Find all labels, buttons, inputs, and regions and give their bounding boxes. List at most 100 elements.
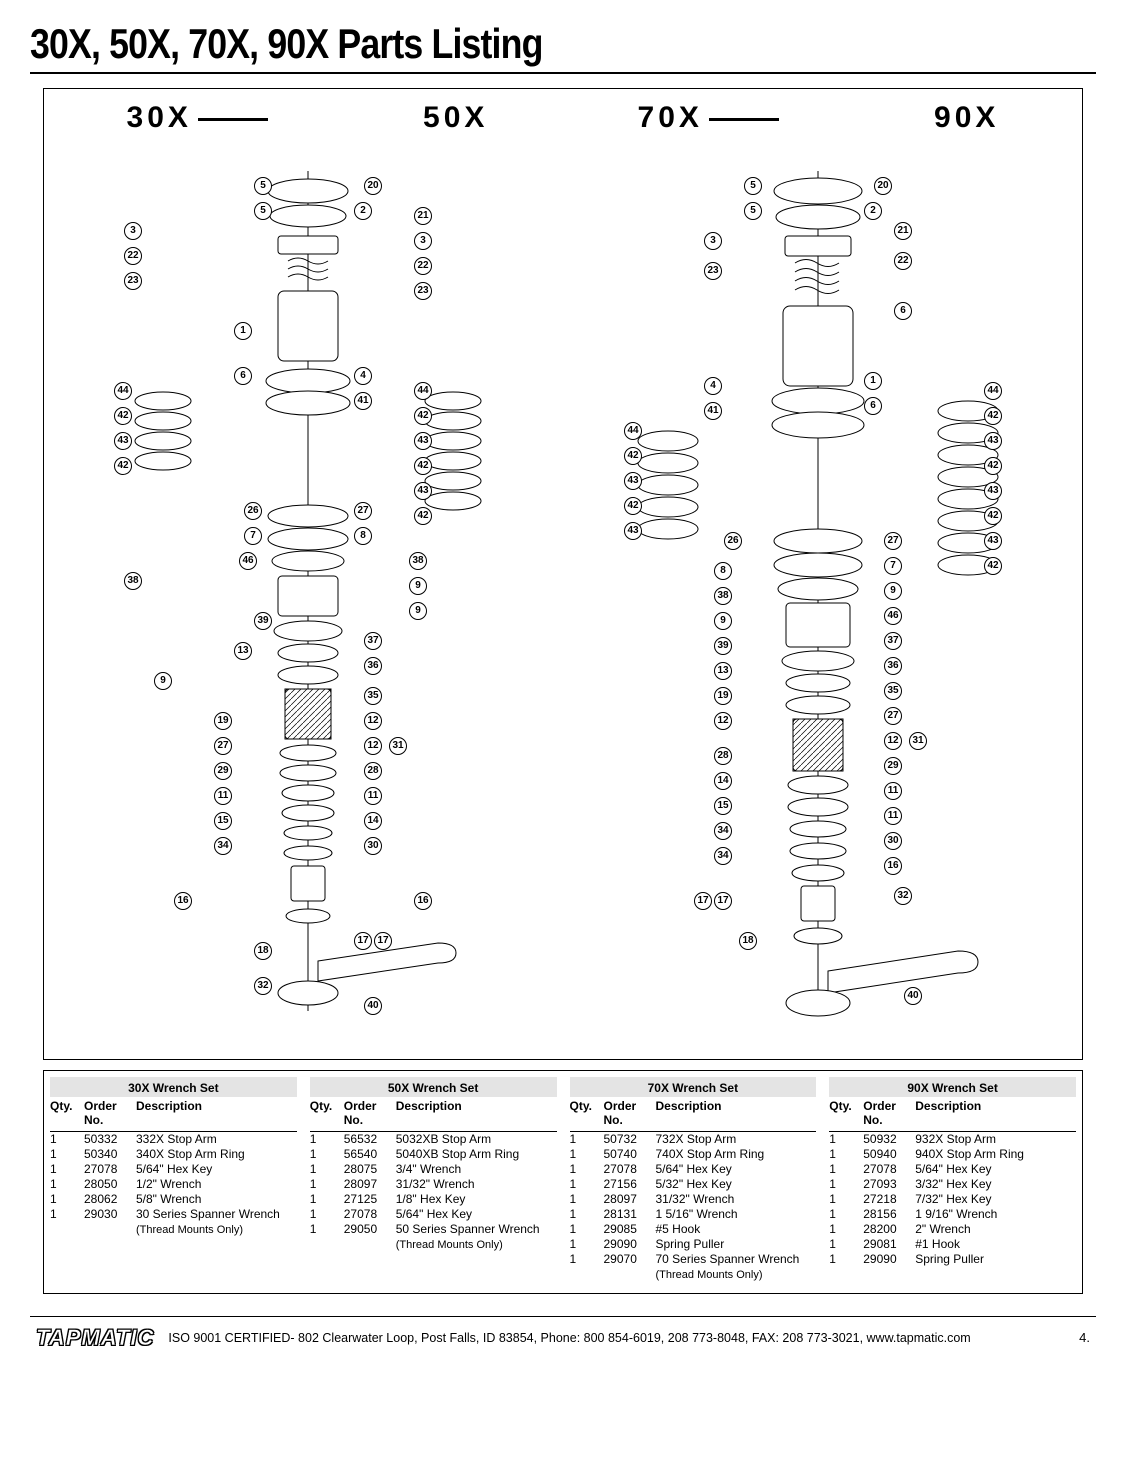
callout-bubble: 6 (234, 367, 252, 385)
cell-desc: 2" Wrench (915, 1222, 1076, 1237)
table-row: 150940940X Stop Arm Ring (829, 1147, 1076, 1162)
cell-desc: 1 5/16" Wrench (656, 1207, 817, 1222)
cell-order: 28097 (604, 1192, 656, 1207)
callout-bubble: 3 (124, 222, 142, 240)
callout-bubble: 13 (234, 642, 252, 660)
cell-qty: 1 (310, 1192, 344, 1207)
callout-bubble: 7 (884, 557, 902, 575)
wrench-set-tables: 30X Wrench SetQty.Order No.Description15… (43, 1070, 1083, 1294)
cell-qty: 1 (310, 1147, 344, 1162)
cell-desc: 31/32" Wrench (396, 1177, 557, 1192)
callout-bubble: 42 (984, 507, 1002, 525)
callout-bubble: 14 (714, 772, 732, 790)
wrench-set-title: 90X Wrench Set (829, 1081, 1076, 1097)
cell-desc: 1 9/16" Wrench (915, 1207, 1076, 1222)
footer-text: ISO 9001 CERTIFIED- 802 Clearwater Loop,… (168, 1331, 970, 1345)
callout-bubble: 22 (894, 252, 912, 270)
col-order: Order No. (604, 1099, 656, 1127)
col-order: Order No. (863, 1099, 915, 1127)
cell-qty: 1 (570, 1222, 604, 1237)
table-row: 150332332X Stop Arm (50, 1132, 297, 1147)
model-50x: 50X (423, 101, 488, 135)
table-row: 1272187/32" Hex Key (829, 1192, 1076, 1207)
cell-qty: 1 (310, 1162, 344, 1177)
callout-bubble: 27 (214, 737, 232, 755)
model-30x: 30X (127, 101, 274, 135)
callout-bubble: 17 (694, 892, 712, 910)
cell-desc: 5/32" Hex Key (656, 1177, 817, 1192)
cell-qty: 1 (829, 1237, 863, 1252)
wrench-set-column: 90X Wrench SetQty.Order No.Description 15… (822, 1071, 1082, 1293)
callout-bubble: 43 (624, 522, 642, 540)
col-desc: Description (656, 1099, 817, 1127)
callout-bubble: 42 (984, 557, 1002, 575)
cell-qty: 1 (829, 1192, 863, 1207)
schematic-svg-right (573, 141, 1063, 1041)
cell-order: 50340 (84, 1147, 136, 1162)
cell-order: 29050 (344, 1222, 396, 1253)
callout-bubble: 28 (714, 747, 732, 765)
cell-qty: 1 (570, 1252, 604, 1283)
callout-bubble: 8 (714, 562, 732, 580)
callout-bubble: 44 (984, 382, 1002, 400)
callout-bubble: 46 (884, 607, 902, 625)
callout-bubble: 36 (884, 657, 902, 675)
callout-bubble: 30 (364, 837, 382, 855)
cell-order: 50740 (604, 1147, 656, 1162)
cell-desc: 50 Series Spanner Wrench (Thread Mounts … (396, 1222, 557, 1253)
cell-desc: Spring Puller (656, 1237, 817, 1252)
callout-bubble: 18 (739, 932, 757, 950)
cell-desc: 340X Stop Arm Ring (136, 1147, 297, 1162)
callout-bubble: 26 (244, 502, 262, 520)
cell-order: 27078 (604, 1162, 656, 1177)
callout-bubble: 42 (414, 407, 432, 425)
callout-bubble: 29 (884, 757, 902, 775)
table-row: 1271565/32" Hex Key (570, 1177, 817, 1192)
table-row: 1281561 9/16" Wrench (829, 1207, 1076, 1222)
table-row: 150732732X Stop Arm (570, 1132, 817, 1147)
cell-qty: 1 (50, 1162, 84, 1177)
cell-order: 28131 (604, 1207, 656, 1222)
callout-bubble: 38 (124, 572, 142, 590)
table-row: 129081#1 Hook (829, 1237, 1076, 1252)
cell-qty: 1 (570, 1132, 604, 1147)
wrench-set-column: 50X Wrench SetQty.Order No.Description15… (303, 1071, 563, 1293)
exploded-view-30x-50x: 5203522221233222316444414244434242434243… (63, 141, 553, 1041)
callout-bubble: 36 (364, 657, 382, 675)
callout-bubble: 37 (884, 632, 902, 650)
callout-bubble: 17 (354, 932, 372, 950)
callout-bubble: 11 (884, 782, 902, 800)
cell-desc: 5/8" Wrench (136, 1192, 297, 1207)
callout-bubble: 27 (884, 707, 902, 725)
callout-bubble: 16 (884, 857, 902, 875)
callout-bubble: 38 (409, 552, 427, 570)
callout-bubble: 9 (154, 672, 172, 690)
callout-bubble: 42 (414, 507, 432, 525)
table-header-row: Qty.Order No.Description (829, 1097, 1076, 1132)
table-row: 129085#5 Hook (570, 1222, 817, 1237)
cell-desc: 3/32" Hex Key (915, 1177, 1076, 1192)
callout-bubble: 21 (894, 222, 912, 240)
table-row: 1565325032XB Stop Arm (310, 1132, 557, 1147)
col-qty: Qty. (50, 1099, 84, 1127)
cell-desc: 30 Series Spanner Wrench (Thread Mounts … (136, 1207, 297, 1238)
callout-bubble: 42 (984, 457, 1002, 475)
col-qty: Qty. (310, 1099, 344, 1127)
callout-bubble: 42 (624, 497, 642, 515)
cell-order: 27078 (863, 1162, 915, 1177)
callout-bubble: 5 (254, 177, 272, 195)
page-title: 30X, 50X, 70X, 90X Parts Listing (30, 20, 936, 68)
cell-qty: 1 (50, 1177, 84, 1192)
table-row: 1282002" Wrench (829, 1222, 1076, 1237)
col-order: Order No. (84, 1099, 136, 1127)
cell-order: 28156 (863, 1207, 915, 1222)
cell-desc: 940X Stop Arm Ring (915, 1147, 1076, 1162)
callout-bubble: 29 (214, 762, 232, 780)
callout-bubble: 42 (114, 407, 132, 425)
cell-qty: 1 (829, 1132, 863, 1147)
wrench-set-column: 30X Wrench SetQty.Order No.Description15… (44, 1071, 303, 1293)
col-qty: Qty. (829, 1099, 863, 1127)
callout-bubble: 12 (714, 712, 732, 730)
cell-order: 28050 (84, 1177, 136, 1192)
callout-bubble: 28 (364, 762, 382, 780)
